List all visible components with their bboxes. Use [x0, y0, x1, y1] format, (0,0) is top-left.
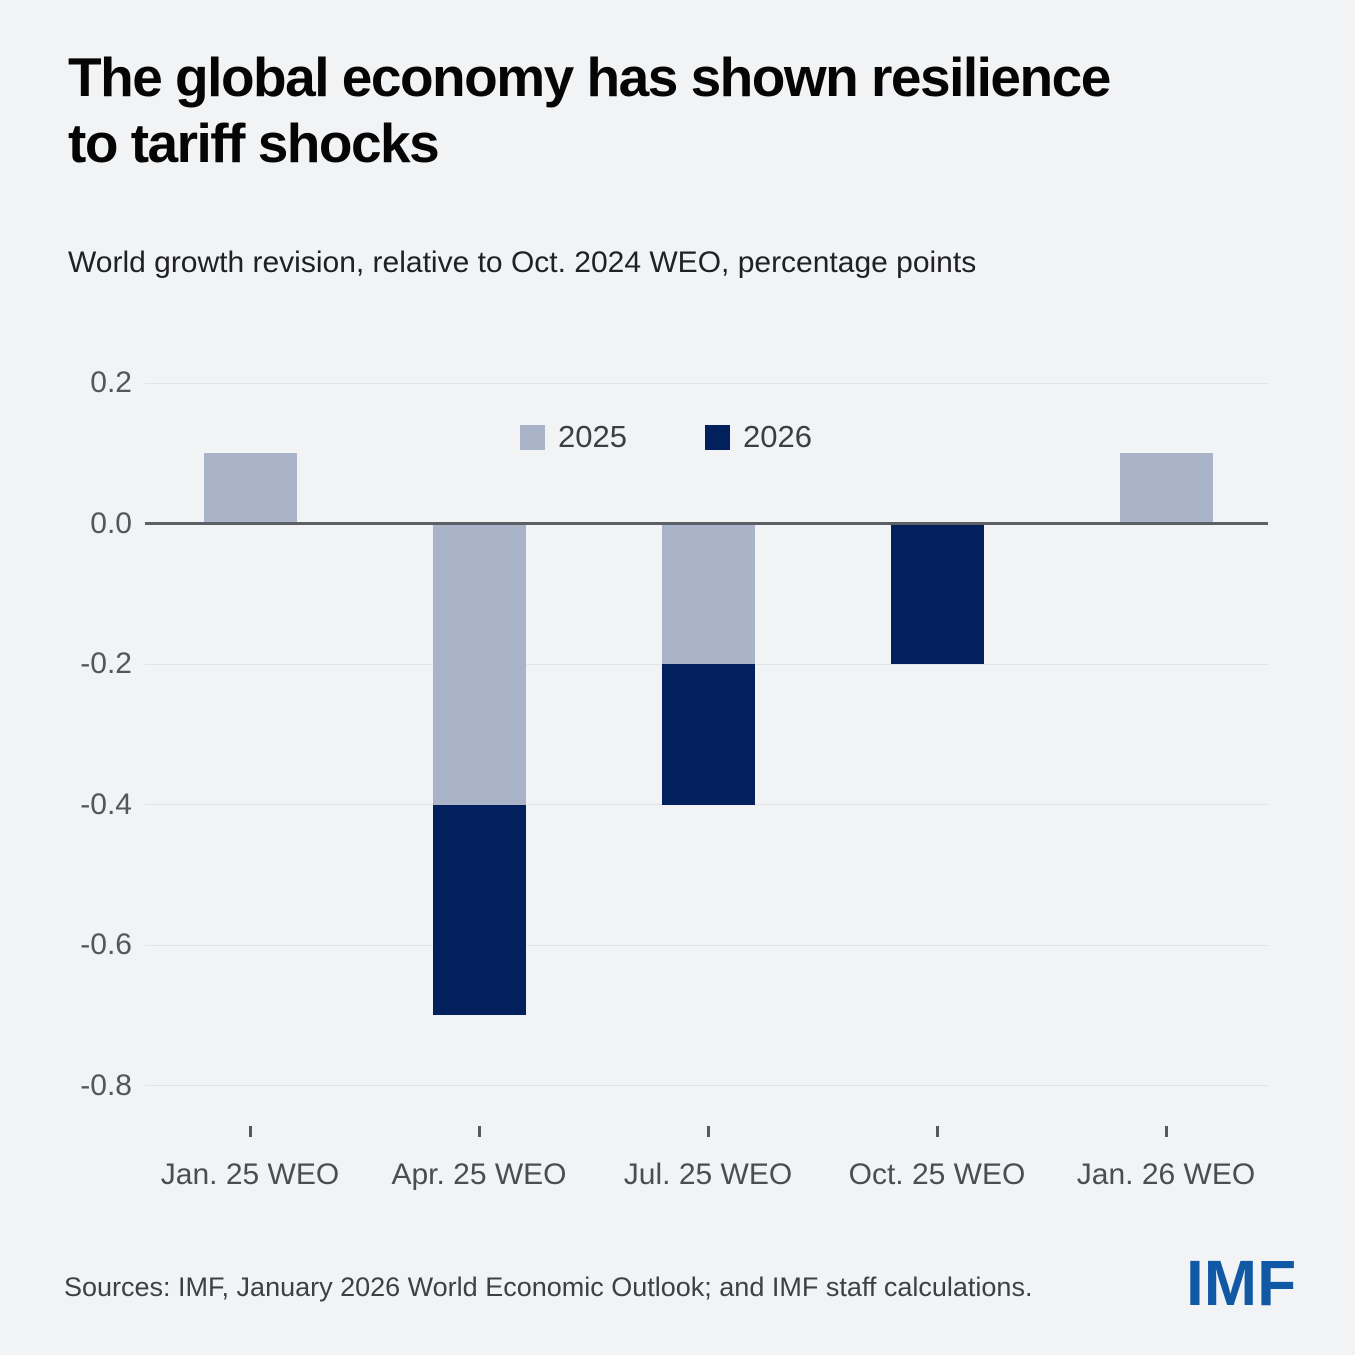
bar-2025-jul-25-weo: [661, 523, 755, 664]
sources-note: Sources: IMF, January 2026 World Economi…: [64, 1272, 1033, 1302]
chart-title-line-1: The global economy has shown resilience: [68, 46, 1111, 108]
chart-legend: 2025 2026: [520, 419, 812, 455]
x-axis-tick-jan-25-weo: [249, 1126, 252, 1137]
gridline-0.2: [145, 382, 1268, 384]
legend-item-2026: 2026: [704, 419, 812, 455]
x-axis-tick-jan-26-weo: [1165, 1126, 1168, 1137]
bar-2025-apr-25-weo: [432, 523, 526, 805]
x-axis-tick-oct-25-weo: [936, 1126, 939, 1137]
x-axis-label-oct-25-weo: Oct. 25 WEO: [848, 1158, 1026, 1191]
y-axis-tick-label: 0.2: [90, 366, 132, 399]
x-axis-label-apr-25-weo: Apr. 25 WEO: [391, 1158, 567, 1191]
y-axis-tick-label: -0.4: [80, 787, 132, 821]
chart-title: The global economy has shown resilience …: [68, 44, 1228, 176]
x-axis-label-jan-26-weo: Jan. 26 WEO: [1076, 1158, 1256, 1191]
x-axis-tick-apr-25-weo: [478, 1126, 481, 1137]
x-axis-label-jan-25-weo: Jan. 25 WEO: [160, 1158, 340, 1191]
chart-title-line-2: to tariff shocks: [68, 112, 440, 174]
gridline--0.4: [145, 804, 1268, 805]
chart-subtitle: World growth revision, relative to Oct. …: [68, 246, 977, 279]
y-axis-tick-label: -0.2: [80, 647, 132, 680]
legend-label-2025: 2025: [558, 419, 627, 454]
bar-2026-jul-25-weo: [661, 664, 755, 805]
bar-2025-jan-26-weo: [1119, 453, 1213, 524]
legend-label-2026: 2026: [742, 419, 812, 454]
x-axis-label-jul-25-weo: Jul. 25 WEO: [623, 1158, 793, 1191]
x-axis-tick-jul-25-weo: [707, 1126, 710, 1137]
legend-item-2025: 2025: [520, 419, 627, 455]
bar-2025-jan-25-weo: [203, 453, 297, 524]
y-axis-tick-label: -0.6: [80, 928, 132, 961]
bar-2026-oct-25-weo: [890, 523, 984, 664]
gridline--0.8: [145, 1085, 1268, 1086]
y-axis-tick-label: 0.0: [90, 506, 132, 540]
legend-swatch-2025: [520, 424, 545, 450]
zero-axis-line: [145, 522, 1268, 525]
gridline--0.6: [145, 944, 1268, 946]
legend-swatch-2026: [704, 424, 730, 450]
bar-2026-apr-25-weo: [432, 804, 526, 1016]
y-axis-tick-label: -0.8: [80, 1068, 132, 1102]
imf-logo: IMF: [1186, 1247, 1297, 1319]
